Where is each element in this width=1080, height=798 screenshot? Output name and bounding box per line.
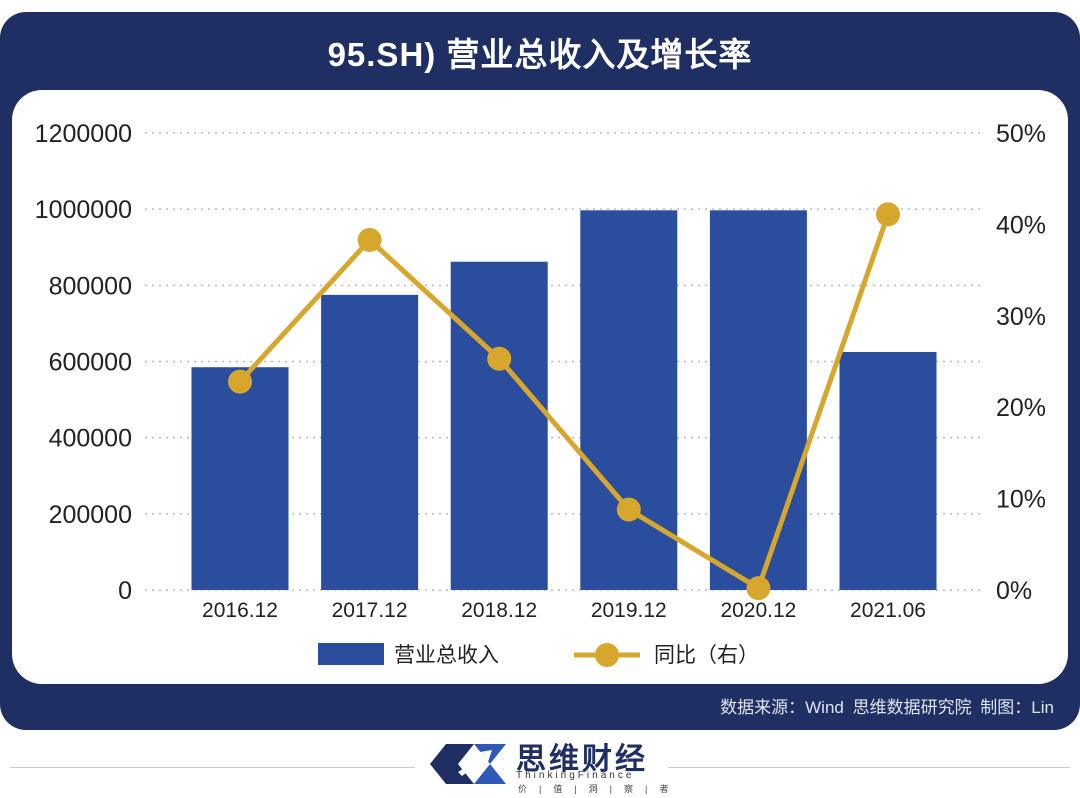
y-right-tick-label: 30% xyxy=(996,303,1046,331)
x-tick-label: 2019.12 xyxy=(591,599,667,622)
x-tick-label: 2020.12 xyxy=(720,599,796,622)
y-left-tick-label: 400000 xyxy=(49,425,132,453)
legend-label-revenue: 营业总收入 xyxy=(394,644,499,667)
growth-rate-point xyxy=(487,346,512,371)
legend-swatch-growth-marker xyxy=(595,643,619,667)
footer-divider-left xyxy=(10,767,415,768)
bar-revenue xyxy=(321,294,419,590)
brand-english-name: ThinkingFinance xyxy=(516,770,635,781)
y-left-tick-label: 800000 xyxy=(49,272,132,300)
y-left-tick-label: 0 xyxy=(118,577,132,605)
brand-slogan: 价|值|洞|察|者 xyxy=(518,784,681,794)
footer-divider-right xyxy=(668,767,1070,768)
bar-revenue xyxy=(191,367,289,590)
legend-label-growth: 同比（右） xyxy=(654,644,759,667)
y-right-tick-label: 20% xyxy=(996,394,1046,422)
growth-rate-point xyxy=(357,227,382,252)
growth-rate-point xyxy=(876,202,900,227)
bar-revenue xyxy=(450,261,548,590)
y-left-tick-label: 1200000 xyxy=(35,120,132,148)
bar-revenue xyxy=(839,351,937,590)
y-right-tick-label: 40% xyxy=(996,211,1046,239)
legend-swatch-revenue xyxy=(318,643,384,665)
x-tick-label: 2018.12 xyxy=(461,599,537,622)
y-right-tick-label: 10% xyxy=(996,486,1046,514)
y-left-tick-label: 600000 xyxy=(49,349,132,377)
thinkingfinance-logo-icon xyxy=(430,744,506,784)
growth-rate-point xyxy=(616,497,641,522)
growth-rate-line xyxy=(238,213,891,591)
growth-rate-point xyxy=(746,576,771,601)
growth-rate-point xyxy=(228,369,252,394)
chart-title: 95.SH) 营业总收入及增长率 xyxy=(327,36,753,73)
x-tick-label: 2016.12 xyxy=(202,599,278,622)
y-right-tick-label: 0% xyxy=(996,577,1032,605)
y-right-tick-label: 50% xyxy=(996,120,1046,148)
y-left-tick-label: 200000 xyxy=(49,501,132,529)
bar-revenue xyxy=(709,210,807,590)
x-tick-label: 2021.06 xyxy=(850,599,926,622)
x-tick-label: 2017.12 xyxy=(332,599,408,622)
brand-name: 思维财经 xyxy=(516,743,648,776)
y-left-tick-label: 1000000 xyxy=(35,196,132,224)
source-note: 数据来源：Wind 思维数据研究院 制图：Lin xyxy=(720,698,1054,717)
